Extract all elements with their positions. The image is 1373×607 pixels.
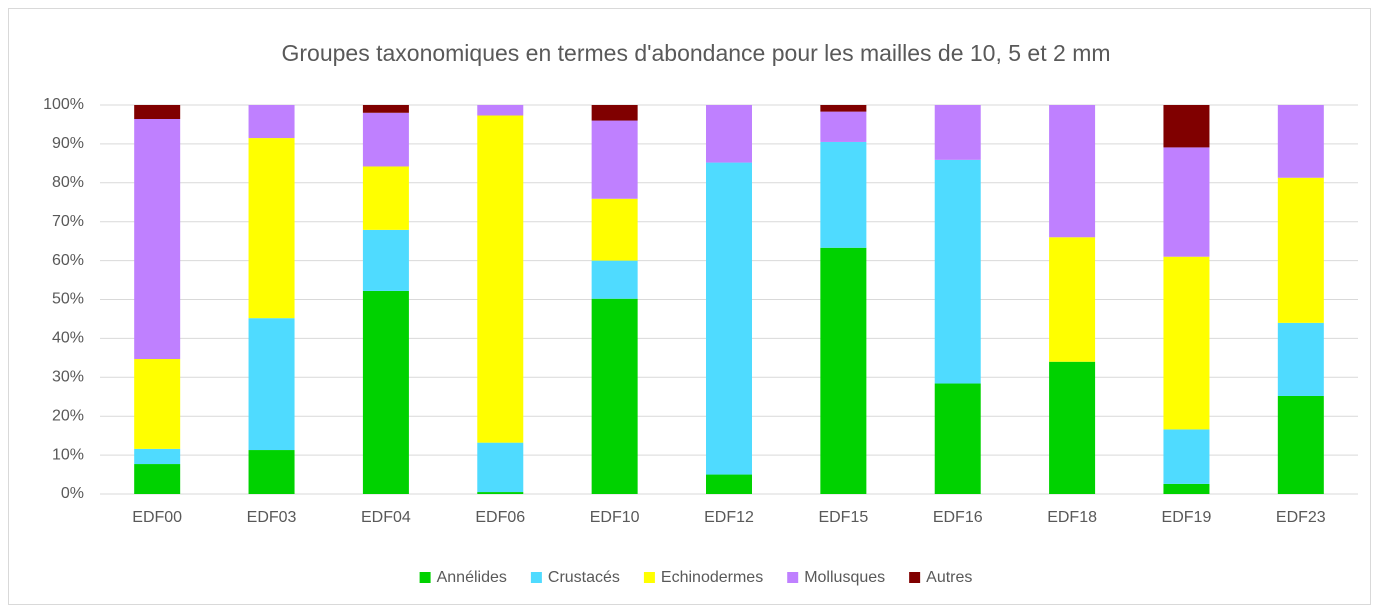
legend-label: Echinodermes <box>661 569 763 586</box>
bar-segment <box>134 119 181 360</box>
bar-segment <box>934 383 981 494</box>
bar-segment <box>362 290 409 494</box>
y-tick-label: 30% <box>52 369 84 386</box>
bar-segment <box>1277 177 1324 323</box>
legend-swatch <box>530 572 542 583</box>
y-tick-label: 80% <box>52 174 84 191</box>
bar-segment <box>362 229 409 291</box>
bar-segment <box>1277 322 1324 396</box>
x-tick-label: EDF18 <box>1047 509 1097 526</box>
bar-segment <box>134 359 181 449</box>
x-tick-label: EDF15 <box>818 509 868 526</box>
legend-label: Crustacés <box>548 569 620 586</box>
bar-segment <box>820 111 867 142</box>
bar-segment <box>1049 361 1096 494</box>
legend-swatch <box>419 572 431 583</box>
bar-segment <box>477 492 524 494</box>
bar-segment <box>706 474 752 494</box>
bar-segment <box>706 162 752 475</box>
bar-segment <box>820 105 867 112</box>
y-tick-label: 60% <box>52 252 84 269</box>
legend-label: Autres <box>926 569 972 586</box>
bar-segment <box>591 198 638 261</box>
y-tick-label: 20% <box>52 407 84 424</box>
x-tick-label: EDF04 <box>361 509 411 526</box>
x-tick-label: EDF12 <box>704 509 754 526</box>
bar-segment <box>477 115 524 443</box>
y-tick-label: 50% <box>52 291 84 308</box>
bar-segment <box>1163 105 1210 148</box>
bar-segment <box>591 105 638 121</box>
bar-segment <box>362 105 409 113</box>
chart-border <box>8 8 1371 605</box>
legend-swatch <box>643 572 655 583</box>
bar-segment <box>248 105 295 139</box>
bar-segment <box>1277 395 1324 494</box>
bar-segment <box>591 298 638 494</box>
bar-segment <box>706 105 752 163</box>
x-tick-label: EDF00 <box>132 509 182 526</box>
bar-segment <box>477 442 524 493</box>
bar-segment <box>248 138 295 319</box>
legend-swatch <box>909 572 921 583</box>
bar-segment <box>134 105 181 120</box>
bar-segment <box>1163 256 1210 430</box>
bar-segment <box>820 141 867 248</box>
bar-segment <box>934 159 981 384</box>
bar-segment <box>362 166 409 230</box>
chart-title: Groupes taxonomiques en termes d'abondan… <box>281 40 1110 66</box>
bar-segment <box>934 105 981 160</box>
bar-segment <box>1049 237 1096 362</box>
y-tick-label: 0% <box>61 485 84 502</box>
bar-segment <box>248 318 295 451</box>
x-tick-label: EDF10 <box>590 509 640 526</box>
x-tick-label: EDF19 <box>1162 509 1212 526</box>
bar-segment <box>591 120 638 199</box>
y-tick-label: 40% <box>52 330 84 347</box>
legend-swatch <box>787 572 799 583</box>
x-tick-label: EDF03 <box>247 509 297 526</box>
bar-segment <box>1049 105 1096 238</box>
bar-segment <box>820 247 867 494</box>
bar-segment <box>134 464 181 494</box>
y-tick-label: 90% <box>52 135 84 152</box>
bar-segment <box>591 260 638 299</box>
bar-segment <box>1277 105 1324 178</box>
bar-segment <box>1163 429 1210 484</box>
bar-segment <box>1163 483 1210 494</box>
bar-segment <box>1163 147 1210 257</box>
legend-label: Annélides <box>437 569 507 586</box>
y-tick-label: 10% <box>52 446 84 463</box>
x-tick-label: EDF16 <box>933 509 983 526</box>
x-tick-label: EDF23 <box>1276 509 1326 526</box>
y-tick-label: 70% <box>52 213 84 230</box>
bar-segment <box>477 105 524 116</box>
bar-segment <box>362 112 409 167</box>
bar-segment <box>248 450 295 494</box>
legend-label: Mollusques <box>804 569 885 586</box>
x-tick-label: EDF06 <box>475 509 525 526</box>
y-tick-label: 100% <box>43 96 84 113</box>
bar-segment <box>134 448 181 465</box>
